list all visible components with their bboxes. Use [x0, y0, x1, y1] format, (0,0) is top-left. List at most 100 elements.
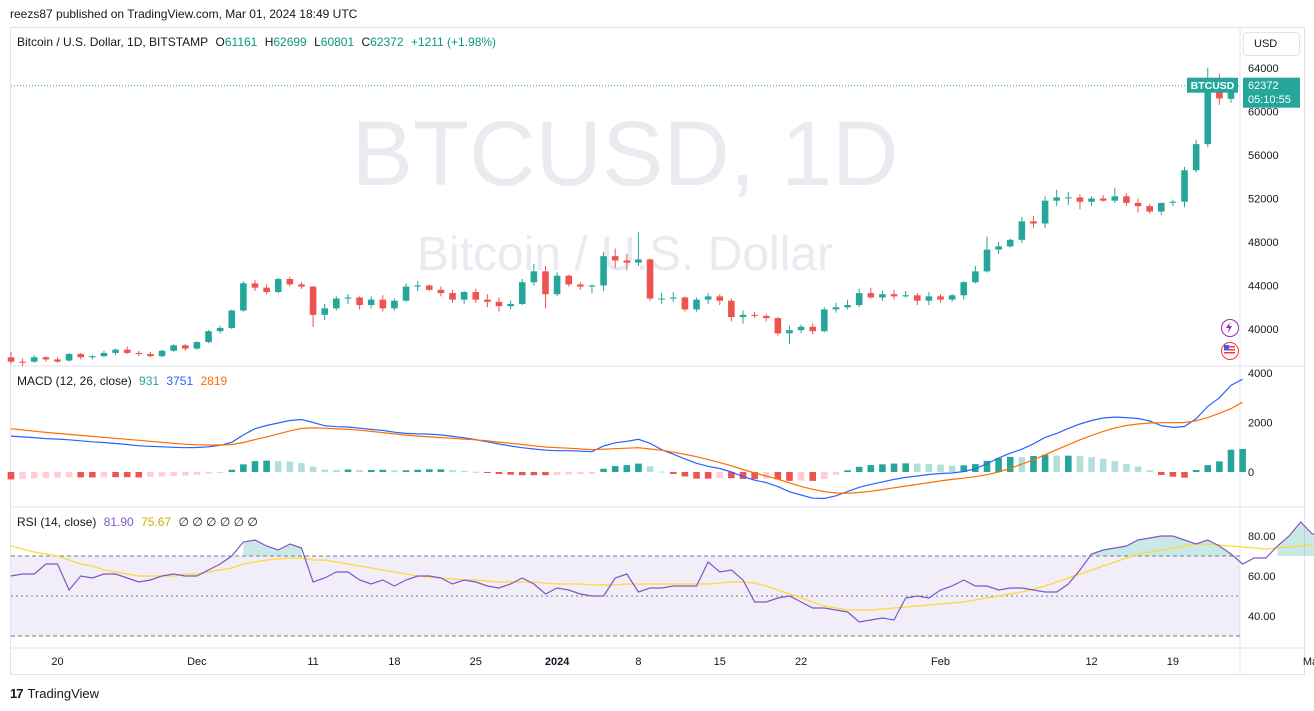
footer-branding: 17 TradingView	[10, 686, 99, 701]
candle-body	[1204, 85, 1212, 145]
close-label: C	[361, 35, 371, 49]
candle-body	[77, 354, 85, 358]
candle-body	[42, 357, 50, 360]
macd-histogram-bar	[309, 466, 317, 472]
macd-histogram-bar	[821, 472, 828, 479]
macd-histogram-bar	[704, 472, 712, 479]
time-tick-label: 22	[795, 656, 807, 668]
candle-body	[1006, 239, 1014, 247]
macd-histogram-bar	[972, 464, 979, 472]
candle-body	[1157, 202, 1165, 212]
watermark-subtitle: Bitcoin / U.S. Dollar	[417, 228, 833, 281]
us-flag-icon[interactable]	[1221, 342, 1239, 360]
candle-body	[181, 345, 189, 349]
candle-body	[402, 286, 410, 301]
low-label: L	[314, 35, 321, 49]
candle-body	[1192, 144, 1200, 171]
symbol-title: Bitcoin / U.S. Dollar, 1D, BITSTAMP	[17, 35, 209, 49]
candle-body	[937, 296, 944, 300]
candle-body	[1134, 202, 1142, 207]
candle-body	[1053, 197, 1061, 201]
rsi-ma-line	[10, 543, 1313, 611]
macd-histogram-bar	[391, 470, 398, 472]
candle-body	[728, 300, 735, 318]
macd-histogram-bar	[367, 470, 375, 472]
macd-histogram-bar	[786, 472, 793, 481]
macd-line-value: 3751	[166, 374, 194, 388]
candle-body	[495, 301, 503, 307]
macd-histogram-bar	[902, 463, 909, 472]
candle-body	[983, 249, 991, 272]
watermark-title: BTCUSD, 1D	[352, 103, 899, 205]
macd-histogram-bar	[809, 472, 817, 481]
time-tick-label: 12	[1085, 656, 1097, 668]
candle-body	[1065, 197, 1072, 199]
macd-histogram-bar	[588, 472, 596, 474]
macd-histogram-bar	[774, 472, 782, 480]
macd-histogram-bar	[913, 463, 921, 472]
macd-histogram-bar	[495, 472, 503, 474]
candle-body	[1181, 170, 1188, 202]
candle-body	[611, 256, 619, 261]
candle-body	[553, 275, 561, 295]
close-value: 62372	[370, 35, 404, 49]
time-tick-label: 2024	[545, 656, 570, 668]
candle-body	[425, 285, 433, 290]
time-tick-label: 8	[635, 656, 641, 668]
macd-histogram-bar	[1157, 472, 1165, 475]
macd-histogram-bar	[1216, 461, 1223, 472]
candle-body	[588, 285, 596, 287]
candle-body	[170, 345, 177, 351]
rsi-value: 81.90	[103, 515, 134, 529]
time-tick-label: 25	[470, 656, 482, 668]
candle-body	[309, 286, 317, 315]
currency-button[interactable]: USD	[1243, 32, 1300, 56]
macd-histogram-bar	[449, 470, 456, 472]
macd-histogram-bar	[333, 469, 340, 472]
lightning-icon[interactable]	[1221, 319, 1239, 337]
macd-histogram-bar	[1169, 472, 1177, 477]
candle-body	[762, 315, 770, 319]
candle-body	[240, 283, 247, 311]
macd-histogram-bar	[1041, 454, 1049, 472]
candle-body	[286, 278, 294, 285]
candle-body	[100, 352, 108, 357]
macd-histogram-bar	[437, 469, 445, 472]
candle-body	[751, 314, 758, 316]
candle-body	[135, 352, 143, 355]
symbol-badge-text: BTCUSD	[1191, 80, 1235, 92]
candle-body	[797, 326, 805, 331]
candle-body	[774, 318, 782, 334]
candle-body	[995, 246, 1002, 250]
macd-histogram-bar	[1123, 464, 1130, 472]
candle-body	[298, 284, 305, 287]
macd-tick-label: 4000	[1248, 368, 1272, 380]
rsi-tick-label: 80.00	[1248, 531, 1276, 543]
candle-body	[65, 354, 73, 361]
candle-body	[30, 357, 38, 362]
candle-body	[344, 297, 352, 299]
macd-histogram-bar	[1146, 470, 1153, 472]
macd-histogram-bar	[123, 472, 131, 478]
macd-histogram-bar	[356, 470, 363, 472]
candle-body	[460, 292, 468, 300]
candle-body	[600, 256, 607, 286]
candle-body	[890, 294, 898, 297]
macd-histogram-bar	[646, 466, 654, 472]
price-tick-label: 52000	[1248, 194, 1279, 206]
candle-body	[1146, 206, 1153, 212]
rsi-tick-label: 60.00	[1248, 571, 1276, 583]
macd-histogram-bar	[600, 468, 607, 472]
macd-histogram-bar	[995, 458, 1002, 472]
time-tick-label: 11	[307, 656, 318, 668]
macd-histogram-bar	[484, 472, 491, 473]
macd-signal-value: 2819	[200, 374, 228, 388]
macd-histogram-bar	[344, 469, 352, 472]
symbol-legend: Bitcoin / U.S. Dollar, 1D, BITSTAMP O611…	[17, 35, 500, 49]
rsi-band-fill	[11, 556, 1240, 636]
candle-body	[112, 349, 119, 353]
candle-body	[530, 271, 538, 283]
candle-body	[391, 300, 398, 309]
candle-body	[263, 287, 270, 293]
